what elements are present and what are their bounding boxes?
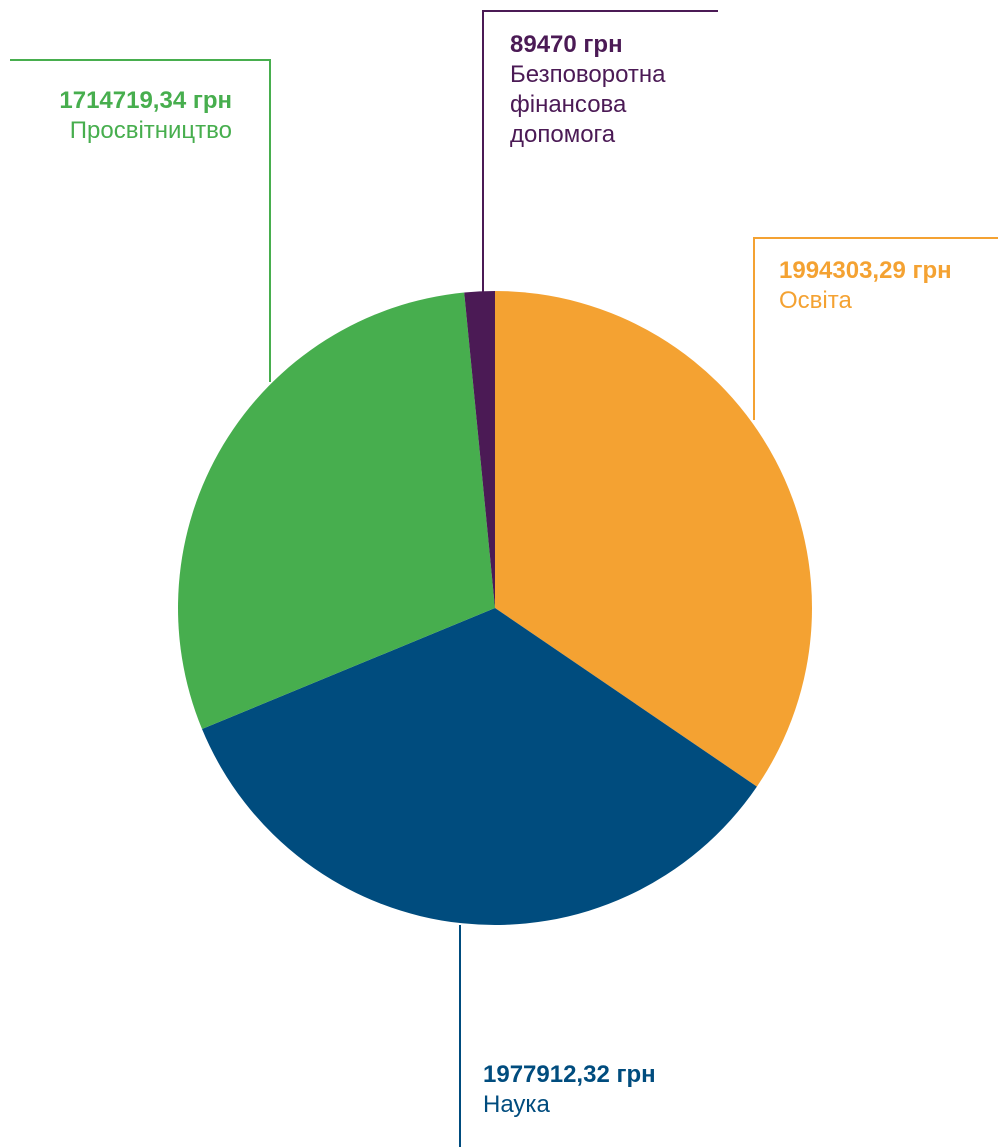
- leader-line-osvita: [753, 237, 998, 420]
- slice-nauka: [202, 608, 757, 925]
- label-osvita-amount: 1994303,29 грн: [779, 257, 952, 284]
- label-nauka-amount: 1977912,32 грн: [483, 1061, 656, 1088]
- label-prosvitnytstvo: 1714719,34 грн Просвітництво: [12, 86, 232, 146]
- label-bezpovorotna: 89470 грн Безповоротна фінансова допомог…: [510, 30, 666, 150]
- leader-line-bezpovorotna: [482, 10, 718, 294]
- label-nauka-category: Наука: [483, 1091, 550, 1118]
- label-prosvitnytstvo-amount: 1714719,34 грн: [59, 87, 232, 114]
- label-prosvitnytstvo-category: Просвітництво: [69, 117, 232, 144]
- label-osvita-category: Освіта: [779, 287, 852, 314]
- label-bezpovorotna-line-2: фінансова: [510, 91, 627, 118]
- slice-bezpovorotna: [464, 291, 495, 608]
- label-bezpovorotna-line-3: допомога: [510, 121, 616, 148]
- leader-line-prosvitnytstvo: [10, 59, 271, 382]
- leader-lines: [10, 10, 998, 1147]
- label-bezpovorotna-amount: 89470 грн: [510, 31, 623, 58]
- label-nauka: 1977912,32 грн Наука: [483, 1060, 656, 1120]
- pie-slices: [178, 291, 812, 925]
- label-osvita: 1994303,29 грн Освіта: [779, 256, 952, 316]
- label-bezpovorotna-line-1: Безповоротна: [510, 61, 666, 88]
- slice-prosvitnytstvo: [178, 292, 495, 730]
- slice-osvita: [495, 291, 812, 787]
